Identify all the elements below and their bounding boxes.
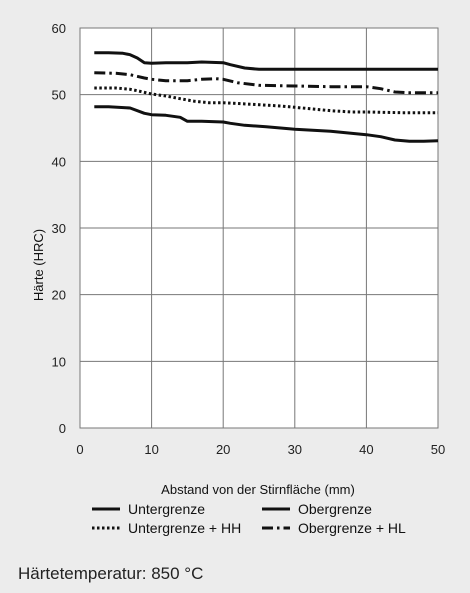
legend-label: Untergrenze + HH: [128, 520, 241, 536]
x-axis-label: Abstand von der Stirnfläche (mm): [161, 482, 355, 497]
y-tick-label: 50: [52, 88, 66, 103]
x-tick-label: 50: [431, 442, 445, 457]
legend-label: Untergrenze: [128, 501, 205, 517]
y-tick-label: 10: [52, 354, 66, 369]
y-tick-label: 20: [52, 288, 66, 303]
y-axis-label: Härte (HRC): [31, 229, 46, 301]
y-tick-label: 30: [52, 221, 66, 236]
y-tick-label: 60: [52, 21, 66, 36]
caption: Härtetemperatur: 850 °C: [18, 564, 203, 583]
series-lines: [94, 51, 439, 143]
series-line-untergrenze-hh: [94, 86, 438, 115]
x-tick-label: 40: [359, 442, 373, 457]
grid: [79, 27, 439, 429]
x-tick-label: 10: [144, 442, 158, 457]
x-tick-label: 0: [76, 442, 83, 457]
y-tick-label: 40: [52, 154, 66, 169]
series-line-untergrenze: [94, 105, 439, 143]
series-line-obergrenze: [94, 51, 438, 71]
tick-labels: 0 10 20 30 40 50 0 10 20 30 40 50 60: [52, 21, 446, 457]
series-line-obergrenze-hl: [94, 71, 438, 95]
x-tick-label: 30: [288, 442, 302, 457]
legend: Untergrenze Obergrenze Untergrenze + HH Obe…: [92, 501, 406, 536]
y-tick-label: 0: [59, 421, 66, 436]
legend-label: Obergrenze: [298, 501, 372, 517]
legend-label: Obergrenze + HL: [298, 520, 406, 536]
x-tick-label: 20: [216, 442, 230, 457]
